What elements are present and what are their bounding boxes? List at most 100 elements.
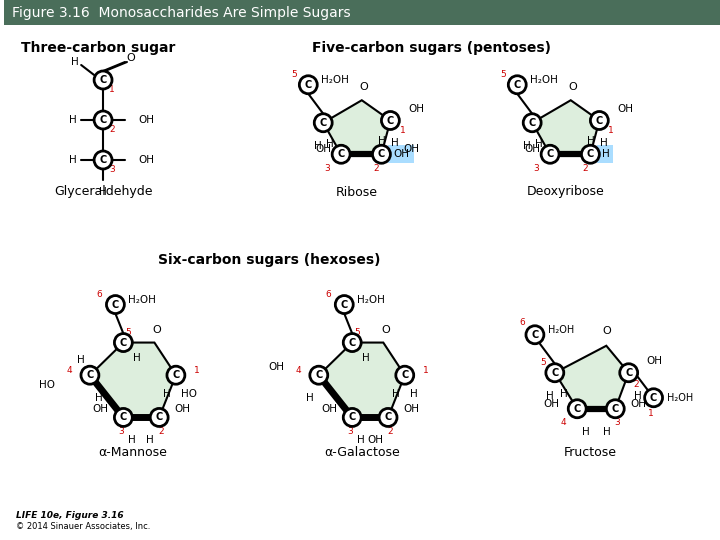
Text: OH: OH [138, 115, 154, 125]
Text: 4: 4 [295, 366, 301, 375]
Circle shape [568, 400, 586, 418]
Circle shape [94, 151, 112, 169]
Text: H: H [378, 137, 385, 146]
Text: C: C [552, 368, 559, 378]
Text: C: C [172, 370, 179, 380]
Circle shape [546, 364, 564, 382]
Text: H₂OH: H₂OH [530, 75, 558, 85]
Text: H: H [559, 389, 567, 399]
Circle shape [107, 295, 125, 314]
Text: H₂OH: H₂OH [357, 294, 385, 305]
Circle shape [336, 295, 354, 314]
Text: 3: 3 [119, 427, 125, 436]
Text: OH: OH [617, 104, 634, 113]
Text: O: O [359, 82, 368, 92]
Text: 1: 1 [648, 409, 654, 418]
Text: H: H [357, 435, 365, 445]
Text: H: H [600, 138, 608, 149]
Text: C: C [315, 370, 323, 380]
Text: C: C [348, 338, 356, 348]
Text: H: H [99, 187, 107, 197]
Text: Glyceraldehyde: Glyceraldehyde [54, 186, 153, 199]
Text: Three-carbon sugar: Three-carbon sugar [21, 41, 175, 55]
Text: α-Galactose: α-Galactose [324, 446, 400, 458]
Circle shape [332, 145, 350, 163]
Text: H: H [128, 435, 136, 445]
Text: C: C [546, 149, 554, 159]
Text: HO: HO [39, 380, 55, 390]
Text: H: H [69, 155, 77, 165]
Text: OH: OH [393, 149, 410, 159]
Text: O: O [568, 82, 577, 92]
Text: H: H [163, 389, 171, 399]
Text: C: C [305, 80, 312, 90]
Text: OH: OH [367, 435, 383, 445]
Text: Fructose: Fructose [564, 446, 617, 458]
Text: H: H [306, 393, 314, 403]
Text: C: C [595, 116, 603, 125]
Text: © 2014 Sinauer Associates, Inc.: © 2014 Sinauer Associates, Inc. [16, 522, 150, 530]
FancyBboxPatch shape [388, 145, 414, 163]
Text: H: H [587, 137, 595, 146]
Text: O: O [381, 325, 390, 335]
Text: C: C [528, 118, 536, 128]
Text: C: C [612, 404, 619, 414]
Text: 3: 3 [347, 427, 353, 436]
Text: C: C [401, 370, 408, 380]
Text: H: H [546, 391, 554, 401]
Text: H: H [603, 149, 610, 159]
Text: H: H [535, 139, 543, 148]
Text: 4: 4 [66, 366, 72, 375]
Text: H: H [69, 115, 77, 125]
Circle shape [582, 145, 599, 163]
Circle shape [150, 408, 168, 427]
Text: H: H [603, 427, 611, 437]
Text: OH: OH [630, 399, 646, 409]
Text: C: C [338, 149, 345, 159]
Text: O: O [152, 325, 161, 335]
Polygon shape [319, 342, 405, 417]
Text: H: H [582, 427, 590, 437]
Circle shape [300, 76, 318, 94]
Text: 5: 5 [500, 70, 506, 79]
Text: 2: 2 [582, 164, 588, 173]
Text: 5: 5 [540, 358, 546, 367]
Circle shape [343, 334, 361, 352]
Text: OH: OH [92, 404, 109, 414]
Text: 1: 1 [194, 366, 199, 375]
Circle shape [606, 400, 624, 418]
Text: 2: 2 [387, 427, 393, 436]
Circle shape [81, 366, 99, 384]
Text: HO: HO [181, 389, 197, 399]
Text: 6: 6 [325, 290, 331, 299]
Text: Deoxyribose: Deoxyribose [527, 186, 605, 199]
Text: Six-carbon sugars (hexoses): Six-carbon sugars (hexoses) [158, 253, 380, 267]
Text: C: C [86, 370, 94, 380]
Text: Five-carbon sugars (pentoses): Five-carbon sugars (pentoses) [312, 41, 551, 55]
Text: O: O [127, 53, 135, 63]
Text: OH: OH [647, 356, 662, 366]
Text: 2: 2 [374, 164, 379, 173]
Text: C: C [387, 116, 394, 125]
Text: C: C [574, 404, 581, 414]
Text: OH: OH [174, 404, 190, 414]
Text: 3: 3 [109, 165, 115, 173]
Text: OH: OH [544, 399, 559, 409]
Text: 4: 4 [560, 418, 566, 427]
Text: C: C [341, 300, 348, 309]
Text: C: C [531, 330, 539, 340]
Text: OH: OH [138, 155, 154, 165]
Text: OH: OH [268, 362, 284, 372]
Polygon shape [90, 342, 176, 417]
Text: H: H [634, 391, 642, 401]
Text: H: H [362, 353, 370, 362]
Circle shape [167, 366, 185, 384]
Text: 1: 1 [423, 366, 428, 375]
Text: H: H [523, 141, 531, 151]
Text: C: C [625, 368, 632, 378]
Circle shape [114, 334, 132, 352]
Text: 1: 1 [400, 126, 405, 135]
Circle shape [508, 76, 526, 94]
Text: 5: 5 [292, 70, 297, 79]
Text: C: C [99, 115, 107, 125]
